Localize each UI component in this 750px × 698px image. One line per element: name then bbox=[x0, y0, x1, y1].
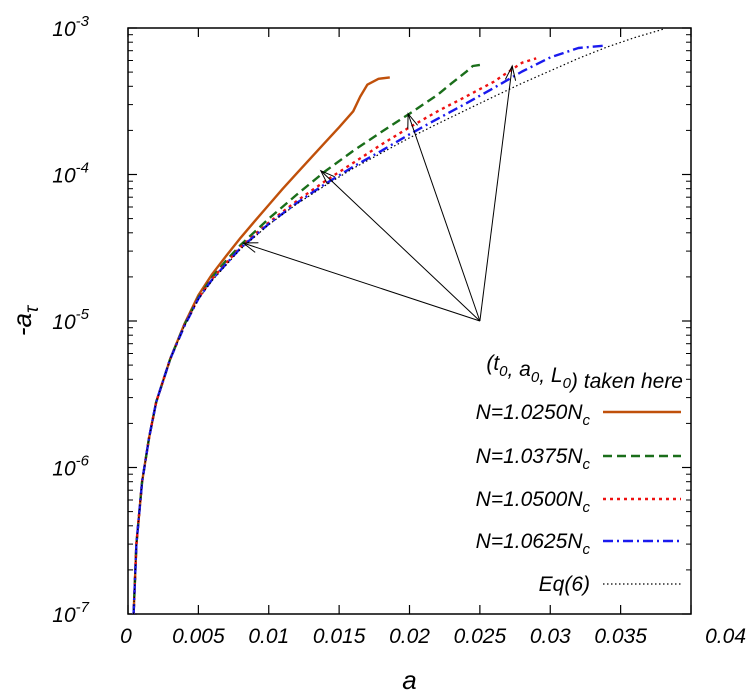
series-line-3 bbox=[132, 57, 537, 614]
annotation-arrow-2 bbox=[319, 169, 481, 322]
series-line-5 bbox=[133, 28, 664, 614]
x-tick-label: 0.03 bbox=[530, 625, 571, 648]
annotation-label: (t0, a0, L0) taken here bbox=[486, 352, 683, 393]
y-tick-label: 10-3 bbox=[52, 13, 89, 41]
legend-label: N=1.0250Nc bbox=[476, 401, 591, 429]
series-layer bbox=[132, 28, 664, 614]
axis-labels: 0 0.005 0.01 0.015 0.02 0.025 0.03 0.035 0.04 10-… bbox=[7, 13, 746, 695]
series-line-1 bbox=[132, 76, 390, 614]
series-line-4 bbox=[132, 44, 607, 614]
x-tick-label: 0.04 bbox=[705, 625, 746, 648]
legend-label: N=1.0625Nc bbox=[476, 530, 591, 558]
annotation-arrow-4 bbox=[479, 64, 517, 322]
legend-entry-2: N=1.0375Nc bbox=[476, 445, 681, 473]
y-tick-label: 10-5 bbox=[52, 306, 89, 334]
axis-ticks bbox=[127, 27, 692, 615]
y-tick-label: 10-4 bbox=[52, 160, 89, 188]
legend-entry-4: N=1.0625Nc bbox=[476, 530, 681, 558]
x-tick-label: 0.025 bbox=[454, 625, 507, 648]
x-axis-label: a bbox=[402, 665, 416, 695]
y-tick-label: 10-6 bbox=[52, 453, 89, 481]
y-axis-label: -aτ bbox=[7, 304, 43, 336]
legend-entry-1: N=1.0250Nc bbox=[476, 401, 681, 429]
annotation-arrow-3 bbox=[407, 112, 481, 322]
x-tick-label: 0 bbox=[120, 625, 132, 648]
series-line-2 bbox=[132, 63, 481, 614]
legend-label: N=1.0375Nc bbox=[476, 445, 591, 473]
x-tick-label: 0.035 bbox=[594, 625, 647, 648]
x-tick-label: 0.015 bbox=[313, 625, 366, 648]
legend-label: Eq(6) bbox=[539, 573, 590, 596]
legend-entry-5: Eq(6) bbox=[539, 573, 681, 596]
legend-entry-3: N=1.0500Nc bbox=[476, 488, 681, 516]
x-tick-label: 0.005 bbox=[172, 625, 225, 648]
annotation-arrows bbox=[242, 64, 517, 322]
annotation-arrow-1 bbox=[242, 242, 481, 322]
legend: (t0, a0, L0) taken here N=1.0250Nc N=1.037… bbox=[476, 352, 683, 596]
y-tick-label: 10-7 bbox=[52, 599, 89, 627]
x-tick-label: 0.02 bbox=[389, 625, 430, 648]
legend-label: N=1.0500Nc bbox=[476, 488, 591, 516]
x-tick-label: 0.01 bbox=[248, 625, 289, 648]
